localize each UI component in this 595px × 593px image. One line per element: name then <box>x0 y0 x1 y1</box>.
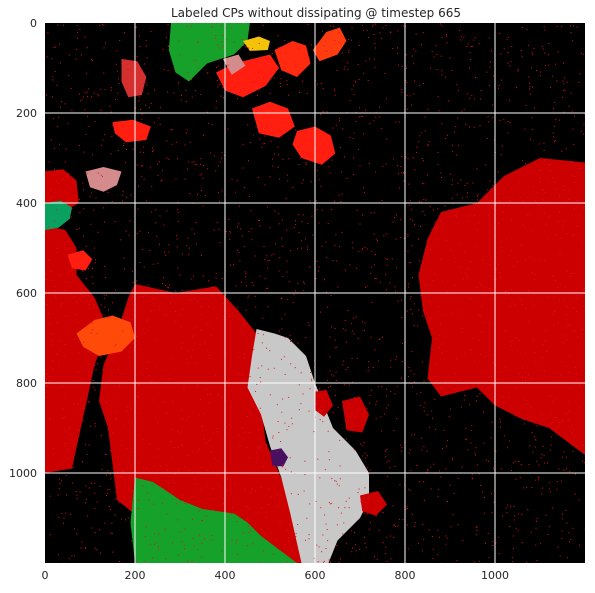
region-cp-red-top-2 <box>274 41 311 77</box>
region-cp-orange-top <box>312 27 347 62</box>
region-cp-left-upper <box>45 169 79 212</box>
x-tick-label: 0 <box>42 569 49 582</box>
heatmap-cells <box>45 23 585 563</box>
region-cp-orange-mid <box>76 315 135 356</box>
y-tick-label: 800 <box>16 377 37 390</box>
y-tick-label: 400 <box>16 197 37 210</box>
x-tick-label: 1000 <box>481 569 509 582</box>
grid-lines <box>45 23 585 563</box>
region-cp-left-edge <box>45 225 108 473</box>
region-cp-red-gray-spot <box>315 389 333 417</box>
y-tick-label: 0 <box>30 17 37 30</box>
plot-area <box>45 23 585 563</box>
x-tick-label: 200 <box>125 569 146 582</box>
region-cp-green-left <box>45 200 72 230</box>
region-cp-pink-1 <box>85 167 122 192</box>
x-tick-label: 600 <box>305 569 326 582</box>
region-cp-green-top <box>168 23 250 82</box>
noise-speckles <box>45 23 585 563</box>
y-tick-label: 600 <box>16 287 37 300</box>
y-tick-label: 1000 <box>9 467 37 480</box>
region-cp-red-small-2 <box>292 126 336 165</box>
x-tick-label: 400 <box>215 569 236 582</box>
region-cp-crimson <box>121 59 147 98</box>
axis-ticks: 0 200 400 600 800 1000 0 200 400 600 800 1000 <box>9 17 509 582</box>
region-cp-large-right <box>418 158 585 455</box>
region-cp-red-right-inner <box>342 396 369 433</box>
region-cp-red-bottom-center <box>360 491 387 516</box>
region-cp-purple <box>270 448 288 467</box>
region-cp-pink-2 <box>222 54 246 75</box>
region-cp-red-small-1 <box>252 101 295 138</box>
y-tick-label: 200 <box>16 107 37 120</box>
region-cp-red-small-4 <box>67 250 93 271</box>
chart-title: Labeled CPs without dissipating @ timest… <box>171 6 461 20</box>
region-cp-yellow <box>243 36 270 51</box>
region-cp-green-bottom <box>130 477 297 563</box>
region-cp-gray-tongue <box>247 329 369 563</box>
x-tick-label: 800 <box>395 569 416 582</box>
